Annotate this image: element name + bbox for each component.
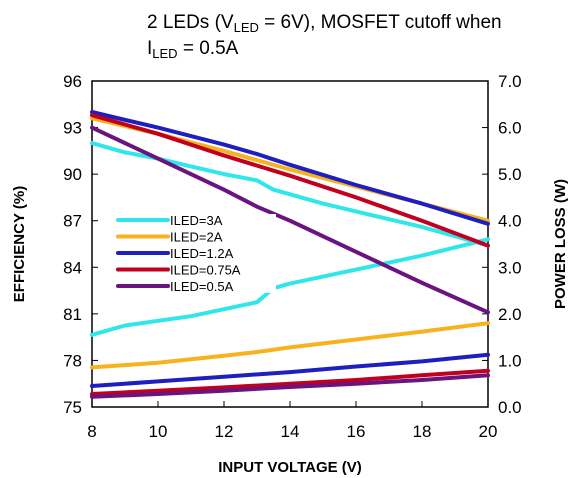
legend-label: ILED=3A xyxy=(170,213,223,228)
y-right-tick-label: 2.0 xyxy=(498,305,522,324)
y-left-tick-label: 96 xyxy=(63,72,82,91)
power-loss-series-iled-3a xyxy=(90,237,490,337)
x-tick-label: 14 xyxy=(281,422,300,441)
y-left-tick-label: 75 xyxy=(63,398,82,417)
chart-title-line-2: ILED = 0.5A xyxy=(147,38,239,61)
legend-label: ILED=0.75A xyxy=(170,263,241,278)
y-right-tick-label: 5.0 xyxy=(498,165,522,184)
y-right-tick-label: 4.0 xyxy=(498,212,522,231)
y-right-tick-label: 6.0 xyxy=(498,119,522,138)
y-left-tick-label: 93 xyxy=(63,119,82,138)
legend-label: ILED=1.2A xyxy=(170,246,234,261)
efficiency-series-iled-0-75a xyxy=(90,113,490,248)
x-tick-label: 16 xyxy=(347,422,366,441)
y-right-tick-label: 1.0 xyxy=(498,351,522,370)
power-loss-series-iled-0-5a xyxy=(90,373,490,399)
legend-backdrop xyxy=(116,280,276,293)
power-loss-series-iled-1-2a xyxy=(90,352,490,388)
power-loss-series-iled-0-75a xyxy=(90,368,490,396)
y-right-tick-label: 7.0 xyxy=(498,72,522,91)
y-left-axis-label: EFFICIENCY (%) xyxy=(11,186,28,302)
legend-backdrop xyxy=(116,263,276,277)
y-left-tick-label: 87 xyxy=(63,212,82,231)
efficiency-series-iled-1-2a xyxy=(90,110,490,226)
legend-backdrop xyxy=(116,214,276,227)
legend-label: ILED=0.5A xyxy=(170,279,234,294)
x-tick-label: 20 xyxy=(479,422,498,441)
series-layer xyxy=(90,110,490,399)
power-loss-series-iled-2a xyxy=(90,321,490,370)
legend-backdrop xyxy=(116,230,276,244)
chart-title-line-1: 2 LEDs (VLED = 6V), MOSFET cutoff when xyxy=(147,12,502,35)
tick-layer: 8 10 12 14 16 18 20 75 78 81 84 87 90 93 96 0.0 1.0 2.0 3.… xyxy=(63,72,522,441)
y-right-tick-label: 3.0 xyxy=(498,258,522,277)
x-tick-label: 10 xyxy=(149,422,168,441)
y-right-tick-label: 0.0 xyxy=(498,398,522,417)
efficiency-series-iled-0-5a xyxy=(90,125,490,315)
x-tick-label: 18 xyxy=(413,422,432,441)
y-left-tick-label: 90 xyxy=(63,165,82,184)
legend-label: ILED=2A xyxy=(170,230,223,245)
x-tick-label: 8 xyxy=(87,422,96,441)
x-tick-label: 12 xyxy=(215,422,234,441)
y-left-tick-label: 78 xyxy=(63,351,82,370)
x-axis-label: INPUT VOLTAGE (V) xyxy=(218,459,362,476)
y-left-tick-label: 81 xyxy=(63,305,82,324)
y-right-axis-label: POWER LOSS (W) xyxy=(552,179,569,309)
y-left-tick-label: 84 xyxy=(63,258,82,277)
legend-backdrop xyxy=(116,247,276,260)
